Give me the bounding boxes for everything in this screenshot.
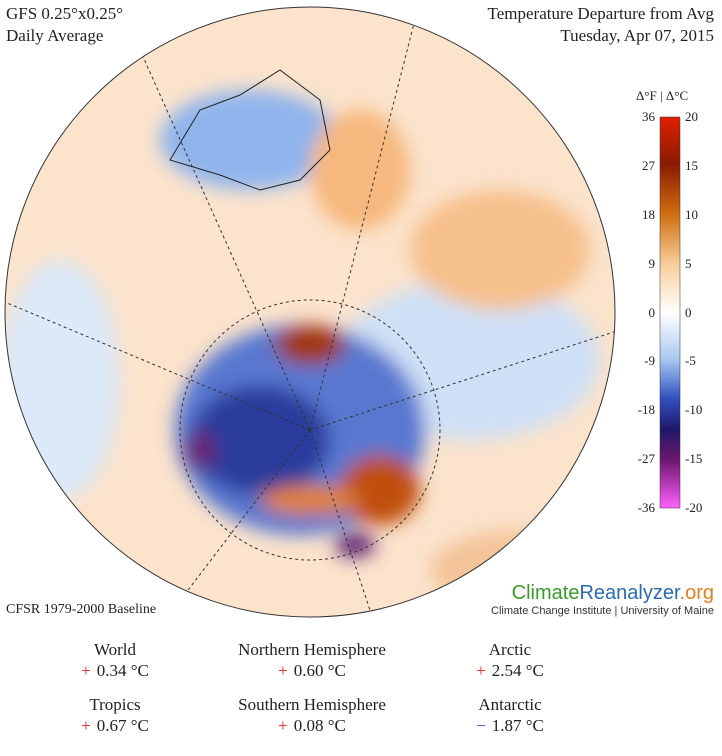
- title: Temperature Departure from Avg: [487, 4, 714, 23]
- celsius-label: 5: [685, 255, 692, 271]
- baseline: CFSR 1979-2000 Baseline: [6, 602, 157, 617]
- date: Tuesday, Apr 07, 2015: [560, 26, 714, 45]
- stat: Tropics +0.67 °C: [5, 694, 225, 736]
- celsius-label: 10: [685, 206, 698, 222]
- stat-row: −1.87 °C: [400, 715, 620, 736]
- period: Daily Average: [6, 26, 104, 45]
- celsius-label: -5: [685, 353, 696, 369]
- stat-label: Southern Hemisphere: [238, 695, 386, 714]
- fahrenheit-label: 36: [642, 109, 655, 124]
- model: GFS 0.25°x0.25°: [6, 4, 124, 23]
- stat-value: 0.08 °C: [293, 716, 346, 735]
- stat-label: Northern Hemisphere: [238, 640, 386, 659]
- fahrenheit-label: -18: [637, 402, 655, 418]
- brand-climate: Climate: [511, 582, 580, 604]
- stat-value: 0.67 °C: [96, 716, 149, 735]
- map: [4, 6, 681, 618]
- brand-reanalyzer: Reanalyzer: [579, 582, 680, 604]
- stat-sign: +: [278, 716, 288, 735]
- stat-value: 0.34 °C: [96, 661, 149, 680]
- stat-value: 1.87 °C: [491, 716, 544, 735]
- stat-label: Tropics: [89, 695, 141, 714]
- celsius-label: -20: [685, 500, 703, 515]
- fahrenheit-label: 9: [648, 255, 656, 271]
- stat-value: 0.60 °C: [293, 661, 346, 680]
- stat-label: Arctic: [488, 640, 532, 659]
- stat-sign: +: [476, 661, 486, 680]
- celsius-label: -10: [685, 402, 703, 418]
- stat: Northern Hemisphere +0.60 °C: [202, 639, 422, 681]
- stat: Arctic +2.54 °C: [400, 639, 620, 681]
- stat: World +0.34 °C: [5, 639, 225, 681]
- stat-sign: +: [81, 716, 91, 735]
- fahrenheit-label: 18: [642, 206, 655, 222]
- brand: ClimateReanalyzer.org: [512, 582, 714, 605]
- celsius-label: 15: [685, 157, 698, 173]
- stat-sign: −: [476, 716, 486, 735]
- colorbar-title: Δ°F | Δ°C: [636, 88, 689, 103]
- stat-label: Antarctic: [478, 695, 542, 714]
- stat-value: 2.54 °C: [491, 661, 544, 680]
- celsius-label: 0: [685, 304, 692, 320]
- stat: Southern Hemisphere +0.08 °C: [202, 694, 422, 736]
- stat-sign: +: [81, 661, 91, 680]
- institute: Climate Change Institute | University of…: [491, 605, 714, 617]
- stat-label: World: [93, 640, 137, 659]
- stat-row: +0.08 °C: [202, 715, 422, 736]
- fahrenheit-label: -27: [637, 451, 655, 467]
- colorbar: [659, 116, 681, 509]
- globe: [5, 7, 615, 617]
- fahrenheit-label: 0: [648, 304, 656, 320]
- brand-org: .org: [679, 582, 714, 604]
- fahrenheit-label: 27: [642, 157, 655, 173]
- stat-row: +2.54 °C: [400, 660, 620, 681]
- stat-row: +0.60 °C: [202, 660, 422, 681]
- stat-row: +0.34 °C: [5, 660, 225, 681]
- celsius-label: -15: [685, 451, 703, 467]
- celsius-label: 20: [685, 109, 698, 124]
- stat-sign: +: [278, 661, 288, 680]
- fahrenheit-label: -9: [644, 353, 655, 369]
- stat: Antarctic −1.87 °C: [400, 694, 620, 736]
- fahrenheit-label: -36: [637, 500, 655, 515]
- stat-row: +0.67 °C: [5, 715, 225, 736]
